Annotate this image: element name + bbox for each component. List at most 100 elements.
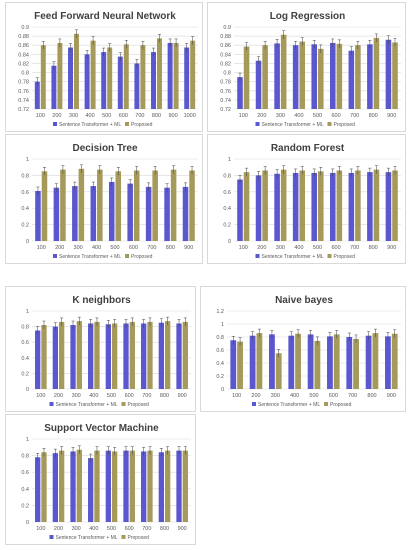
legend-label-baseline: Sentence Transformer + ML — [56, 535, 118, 541]
bar-proposed — [41, 452, 47, 522]
bar-proposed — [147, 321, 153, 389]
chart-title: K neighbors — [72, 295, 131, 306]
y-tick-label: 0.2 — [223, 223, 231, 229]
y-tick-label: 0.4 — [21, 356, 29, 362]
bar-proposed — [40, 45, 46, 109]
x-tick-label: 900 — [178, 526, 187, 532]
x-tick-label: 300 — [271, 393, 280, 399]
bar-proposed — [243, 172, 250, 241]
x-tick-label: 200 — [251, 393, 260, 399]
bar-proposed — [123, 44, 129, 109]
bar-baseline — [84, 54, 90, 109]
bar-proposed — [392, 42, 398, 109]
bar-proposed — [90, 40, 96, 109]
x-tick-label: 900 — [387, 245, 396, 251]
bar-baseline — [158, 322, 164, 389]
bar-proposed — [262, 170, 268, 241]
bar-baseline — [151, 52, 156, 109]
bar-baseline — [385, 39, 392, 109]
y-tick-label: 0.2 — [216, 374, 224, 380]
x-tick-label: 800 — [369, 245, 378, 251]
bar-proposed — [112, 451, 118, 522]
x-tick-label: 400 — [290, 393, 299, 399]
bar-baseline — [329, 42, 336, 109]
bar-baseline — [311, 44, 317, 109]
x-tick-label: 100 — [239, 245, 248, 251]
x-tick-label: 500 — [102, 113, 111, 119]
y-tick-label: 0.88 — [220, 34, 231, 40]
panel-ffnn: Feed Forward Neural Network 0.72 0.74 0.76 0… — [5, 2, 203, 132]
panel-rforest: Random Forest 0 0.2 0.4 0.6 0.8 1 100 200 300 400 5… — [207, 134, 406, 264]
x-tick-label: 200 — [257, 245, 266, 251]
bar-proposed — [299, 41, 306, 110]
chart-ffnn: Feed Forward Neural Network 0.72 0.74 0.76 0… — [18, 11, 198, 128]
legend-label-proposed: Proposed — [128, 402, 150, 408]
x-tick-label: 700 — [135, 113, 144, 119]
bar-baseline — [105, 450, 111, 522]
bar-baseline — [127, 183, 133, 241]
y-tick-label: 0.76 — [18, 89, 29, 95]
bar-baseline — [105, 324, 111, 389]
y-tick-label: 0.78 — [18, 80, 29, 86]
y-tick-label: 0.88 — [18, 34, 29, 40]
y-tick-label: 0 — [26, 239, 29, 245]
legend-label-proposed: Proposed — [334, 122, 356, 128]
legend-swatch-baseline — [53, 122, 57, 126]
y-tick-label: 0.82 — [220, 61, 231, 67]
chart-title: Naive bayes — [275, 295, 333, 306]
panel-dtree: Decision Tree 0 0.2 0.4 0.6 0.8 1 100 200 300 400 5… — [5, 134, 203, 264]
y-tick-label: 0.4 — [21, 206, 29, 212]
x-tick-label: 700 — [348, 393, 357, 399]
x-tick-label: 100 — [36, 393, 45, 399]
bar-baseline — [141, 323, 147, 389]
legend-label-proposed: Proposed — [131, 122, 153, 128]
bar-proposed — [373, 169, 380, 241]
x-tick-label: 700 — [142, 393, 151, 399]
x-tick-label: 100 — [36, 113, 45, 119]
x-tick-label: 100 — [239, 113, 248, 119]
x-tick-label: 800 — [160, 393, 169, 399]
y-tick-label: 0.8 — [21, 71, 29, 77]
bar-baseline — [145, 186, 152, 241]
x-tick-label: 900 — [387, 393, 396, 399]
legend-label-baseline: Sentence Transformer + ML — [59, 122, 121, 128]
x-tick-label: 400 — [92, 245, 101, 251]
bar-baseline — [53, 187, 60, 241]
chart-title: Log Regression — [270, 11, 346, 22]
legend-swatch-proposed — [121, 535, 126, 539]
bar-baseline — [34, 81, 40, 109]
x-tick-label: 600 — [119, 113, 128, 119]
chart-dtree: Decision Tree 0 0.2 0.4 0.6 0.8 1 100 200 300 400 5… — [21, 143, 198, 260]
y-tick-label: 0.9 — [21, 25, 29, 31]
x-tick-label: 800 — [367, 393, 376, 399]
x-tick-label: 100 — [232, 393, 241, 399]
bar-baseline — [108, 181, 115, 241]
x-tick-label: 700 — [350, 113, 359, 119]
chart-svm: Support Vector Machine 0 0.2 0.4 0.6 0.8 1 100 2… — [21, 423, 191, 541]
bar-baseline — [348, 172, 355, 241]
y-tick-label: 0.6 — [216, 348, 224, 354]
bar-proposed — [314, 340, 321, 389]
x-tick-label: 600 — [129, 245, 138, 251]
bar-baseline — [311, 172, 317, 241]
bar-baseline — [35, 330, 41, 389]
bar-baseline — [385, 336, 391, 389]
bar-proposed — [318, 48, 324, 109]
bar-baseline — [274, 43, 280, 109]
y-tick-label: 0 — [228, 239, 231, 245]
y-tick-label: 0.6 — [223, 190, 231, 196]
bar-baseline — [292, 172, 299, 241]
bar-baseline — [274, 173, 280, 241]
x-tick-label: 800 — [160, 526, 169, 532]
x-tick-label: 600 — [331, 245, 340, 251]
bar-baseline — [70, 451, 76, 522]
bar-proposed — [173, 42, 179, 109]
x-tick-label: 700 — [142, 526, 151, 532]
bar-proposed — [78, 168, 85, 241]
bar-baseline — [288, 335, 295, 389]
x-tick-label: 900 — [184, 245, 193, 251]
bar-baseline — [249, 335, 256, 389]
bar-proposed — [60, 169, 66, 241]
bar-baseline — [52, 453, 58, 522]
x-tick-label: 500 — [107, 526, 116, 532]
